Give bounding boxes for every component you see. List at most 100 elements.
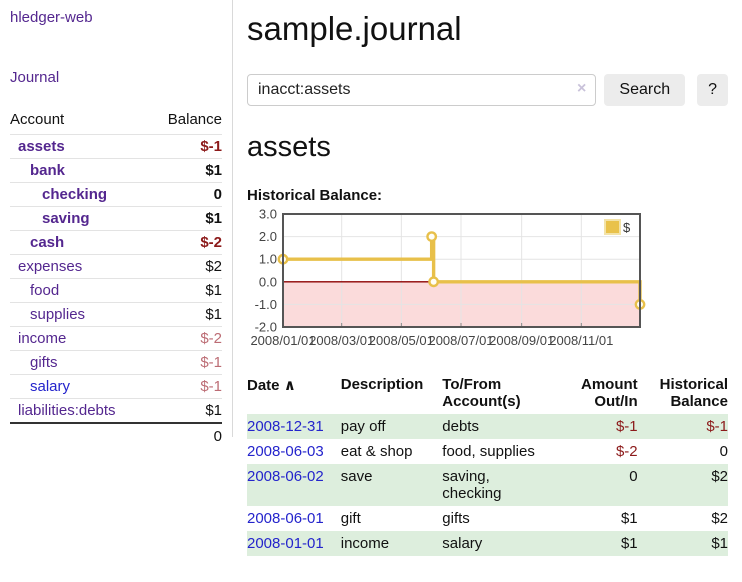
account-row: salary $-1	[10, 374, 222, 399]
register-header-description: Description	[340, 376, 424, 393]
account-link[interactable]: assets	[18, 138, 65, 155]
help-button[interactable]: ?	[697, 74, 728, 106]
register-row: 2008-12-31 pay off debts $-1 $-1	[247, 414, 728, 439]
chart-y-tick-label: 1.0	[259, 252, 277, 267]
sidebar: hledger-web Journal Account Balance asse…	[0, 0, 233, 445]
sidebar-item-journal[interactable]: Journal	[10, 69, 60, 86]
account-balance: 0	[213, 186, 222, 203]
account-cell: expenses	[10, 255, 150, 279]
account-row: liabilities:debts $1	[10, 398, 222, 424]
register-description: gift	[340, 510, 361, 527]
chart-y-tick-label: 2.0	[259, 229, 277, 244]
account-link[interactable]: bank	[30, 162, 66, 179]
account-link[interactable]: saving	[42, 210, 90, 227]
account-balance: $-1	[200, 354, 222, 371]
account-cell: food	[10, 279, 150, 303]
chart-legend-label: $	[623, 220, 631, 235]
register-description: income	[340, 535, 390, 552]
account-link[interactable]: checking	[42, 186, 108, 203]
chart-y-tick-label: 0.0	[259, 274, 277, 289]
register-date-link[interactable]: 2008-06-03	[247, 443, 324, 460]
accounts-balance-table: Account Balance assets $-1 bank $1 checking 0…	[10, 108, 222, 449]
register-description: save	[340, 468, 373, 485]
register-row: 2008-01-01 income salary $1 $1	[247, 531, 728, 556]
register-description: eat & shop	[340, 443, 413, 460]
register-date-cell: 2008-06-02	[247, 464, 341, 506]
app-title-link[interactable]: hledger-web	[10, 9, 93, 26]
register-date-link[interactable]: 2008-06-01	[247, 510, 324, 527]
account-balance: $-1	[200, 378, 222, 395]
register-balance: 0	[719, 443, 728, 460]
register-date-link[interactable]: 2008-12-31	[247, 418, 324, 435]
account-link[interactable]: salary	[30, 378, 71, 395]
register-amount: $1	[620, 535, 638, 552]
register-header-amount: Amount Out/In	[580, 376, 638, 410]
register-header-balance: Historical Balance	[659, 376, 728, 410]
account-cell: bank	[10, 159, 150, 183]
account-balance: $-2	[200, 234, 222, 251]
chart-svg: $3.0 2.0 1.0 0.0 -1.0 -2.02008/01/012008/03/0…	[250, 207, 646, 348]
register-date-cell: 2008-06-03	[247, 439, 341, 464]
register-date-link[interactable]: 2008-01-01	[247, 535, 324, 552]
account-cell: cash	[10, 231, 150, 255]
account-link[interactable]: supplies	[30, 306, 86, 323]
register-accounts: debts	[442, 418, 479, 435]
account-row: cash $-2	[10, 230, 222, 255]
register-accounts: saving, checking	[442, 468, 502, 502]
register-row: 2008-06-01 gift gifts $1 $2	[247, 506, 728, 531]
chart-y-tick-label: 3.0	[259, 207, 277, 222]
search-button[interactable]: Search	[604, 74, 686, 106]
account-link[interactable]: gifts	[30, 354, 58, 371]
account-balance: $1	[205, 282, 222, 299]
accounts-total-balance: 0	[213, 428, 222, 445]
account-link[interactable]: income	[18, 330, 67, 347]
account-balance: $1	[205, 210, 222, 227]
register-accounts: food, supplies	[442, 443, 535, 460]
account-cell: liabilities:debts	[10, 399, 150, 424]
clear-search-icon[interactable]: ×	[577, 80, 587, 97]
chart-x-tick-label: 2008/05/01	[369, 333, 434, 348]
account-link[interactable]: expenses	[18, 258, 83, 275]
register-balance: $-1	[706, 418, 728, 435]
main-content: sample.journal × Search ? assets Histori…	[233, 0, 728, 556]
register-accounts: gifts	[442, 510, 470, 527]
search-input[interactable]	[247, 74, 597, 106]
account-row: expenses $2	[10, 254, 222, 279]
account-row: supplies $1	[10, 302, 222, 327]
register-header-accounts: To/From Account(s)	[442, 376, 521, 410]
chart-x-tick-label: 2008/09/01	[489, 333, 554, 348]
account-balance: $1	[205, 306, 222, 323]
chart-legend-swatch	[604, 219, 621, 235]
account-cell: gifts	[10, 351, 150, 375]
account-link[interactable]: liabilities:debts	[18, 402, 116, 419]
register-amount: 0	[629, 468, 638, 485]
account-row: income $-2	[10, 326, 222, 351]
account-cell: checking	[10, 183, 150, 207]
account-row: checking 0	[10, 182, 222, 207]
register-balance: $2	[711, 510, 728, 527]
register-amount: $1	[620, 510, 638, 527]
account-balance: $2	[205, 258, 222, 275]
register-header-date[interactable]: Date ∧	[247, 377, 296, 394]
app-layout: hledger-web Journal Account Balance asse…	[0, 0, 728, 556]
register-date-cell: 2008-06-01	[247, 506, 341, 531]
account-link[interactable]: cash	[30, 234, 65, 251]
account-cell: supplies	[10, 303, 150, 327]
accounts-header-balance: Balance	[167, 111, 222, 128]
chart-data-point	[426, 231, 438, 243]
chart-title: Historical Balance:	[247, 187, 383, 204]
register-row: 2008-06-03 eat & shop food, supplies $-2 0	[247, 439, 728, 464]
account-balance: $-1	[200, 138, 222, 155]
account-cell: income	[10, 327, 150, 351]
account-link[interactable]: food	[30, 282, 60, 299]
register-date-link[interactable]: 2008-06-02	[247, 468, 324, 485]
chart-x-tick-label: 2008/01/01	[250, 333, 315, 348]
account-row: bank $1	[10, 158, 222, 183]
search-box: ×	[247, 74, 597, 106]
register-description: pay off	[340, 418, 386, 435]
register-table: Date ∧ Description To/From Account(s) Am…	[247, 374, 728, 556]
accounts-header-account: Account	[10, 111, 65, 128]
chart-x-tick-label: 2008/11/01	[549, 333, 613, 348]
page-title: sample.journal	[247, 10, 462, 47]
account-row: food $1	[10, 278, 222, 303]
